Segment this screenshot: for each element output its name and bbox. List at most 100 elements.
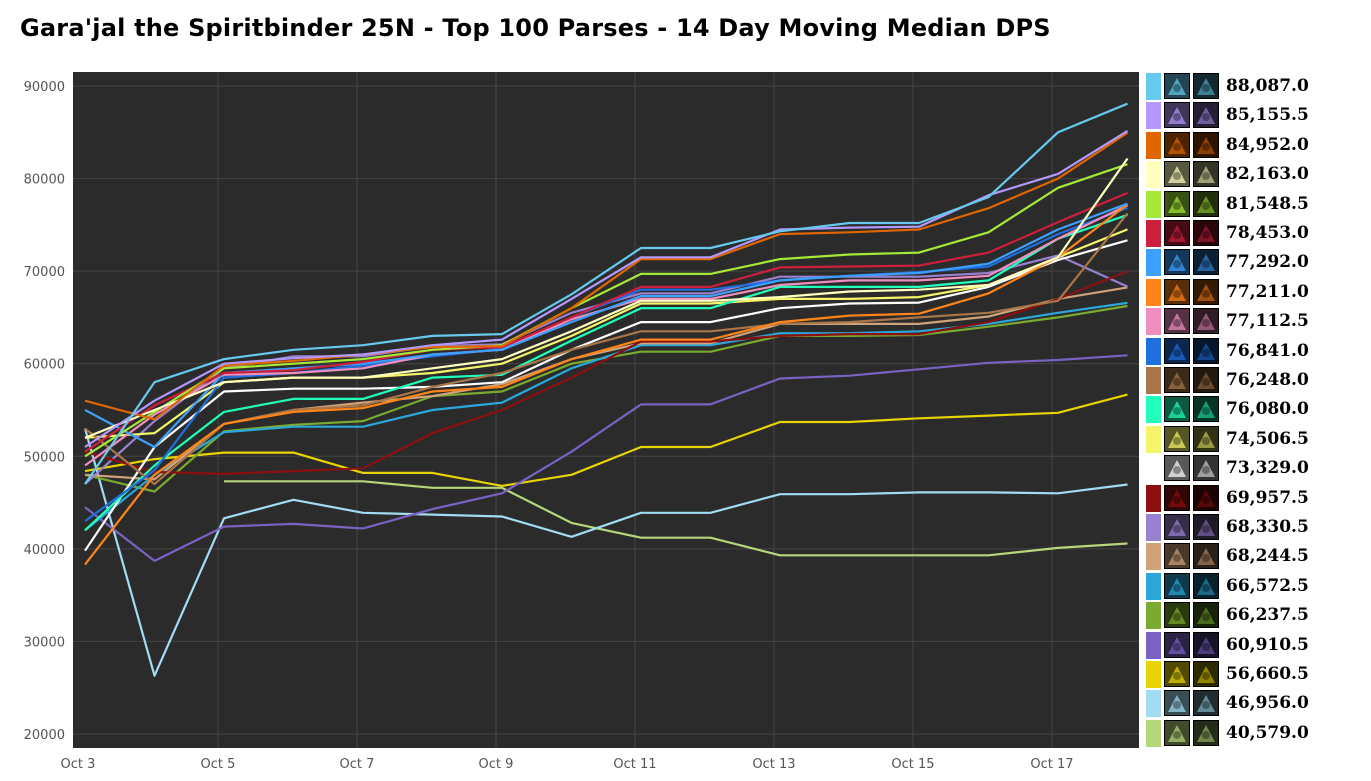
legend-item[interactable]: 60,910.5 — [1146, 631, 1366, 660]
legend-value: 46,956.0 — [1226, 693, 1309, 714]
legend-item[interactable]: 76,841.0 — [1146, 337, 1366, 366]
legend-swatch — [1146, 367, 1161, 394]
series-line[interactable] — [84, 213, 1128, 532]
legend-item[interactable]: 40,579.0 — [1146, 719, 1366, 748]
legend-value: 77,211.0 — [1226, 281, 1309, 302]
series-line[interactable] — [83, 428, 1128, 677]
class-icon — [1164, 484, 1190, 511]
legend-value: 74,506.5 — [1226, 428, 1309, 449]
x-tick-label: Oct 5 — [201, 757, 236, 772]
spec-icon — [1193, 484, 1219, 511]
legend-item[interactable]: 68,330.5 — [1146, 513, 1366, 542]
legend-item[interactable]: 77,211.0 — [1146, 278, 1366, 307]
spec-icon — [1193, 425, 1219, 452]
x-tick-label: Oct 13 — [752, 757, 795, 772]
line-chart: 20000 30000 40000 50000 60000 70000 80000 90000… — [24, 72, 1139, 772]
legend-value: 68,244.5 — [1226, 546, 1309, 567]
spec-icon — [1193, 131, 1219, 158]
spec-icon — [1193, 514, 1219, 540]
legend-swatch — [1146, 161, 1161, 189]
class-icon — [1164, 455, 1190, 482]
x-tick-label: Oct 3 — [61, 757, 96, 772]
class-icon — [1164, 367, 1190, 393]
legend-swatch — [1146, 690, 1161, 718]
class-icon — [1164, 278, 1190, 305]
spec-icon — [1193, 102, 1219, 129]
series-line[interactable] — [84, 354, 1128, 563]
legend-value: 66,572.5 — [1226, 575, 1309, 596]
legend-swatch — [1146, 131, 1161, 159]
legend-item[interactable]: 88,087.0 — [1146, 72, 1366, 101]
series-line[interactable] — [84, 102, 1128, 485]
spec-icon — [1193, 396, 1219, 423]
y-tick-label: 80000 — [24, 173, 65, 188]
y-tick-label: 20000 — [24, 728, 65, 743]
legend-item[interactable]: 77,112.5 — [1146, 307, 1366, 336]
y-tick-label: 60000 — [24, 358, 65, 373]
series-lines — [83, 102, 1129, 677]
legend-swatch — [1146, 249, 1161, 277]
series-line[interactable] — [224, 480, 1128, 557]
class-icon — [1164, 572, 1190, 599]
spec-icon — [1193, 161, 1219, 188]
legend-item[interactable]: 76,080.0 — [1146, 395, 1366, 424]
legend-value: 56,660.5 — [1226, 664, 1309, 684]
legend-value: 85,155.5 — [1226, 105, 1309, 126]
legend-value: 40,579.0 — [1226, 722, 1309, 743]
spec-icon — [1193, 249, 1219, 276]
spec-icon — [1193, 631, 1219, 658]
legend-swatch — [1146, 514, 1161, 541]
class-icon — [1164, 631, 1190, 658]
legend-item[interactable]: 77,292.0 — [1146, 248, 1366, 277]
series-line[interactable] — [84, 131, 1129, 421]
legend-item[interactable]: 76,248.0 — [1146, 366, 1366, 395]
legend-item[interactable]: 74,506.5 — [1146, 425, 1366, 454]
series-line[interactable] — [84, 239, 1128, 552]
series-line[interactable] — [84, 393, 1128, 487]
legend-item[interactable]: 78,453.0 — [1146, 219, 1366, 248]
class-icon — [1164, 543, 1190, 570]
legend-item[interactable]: 46,956.0 — [1146, 689, 1366, 718]
legend-swatch — [1146, 308, 1161, 336]
class-icon — [1164, 425, 1190, 452]
legend-value: 77,112.5 — [1226, 311, 1309, 332]
x-tick-label: Oct 9 — [479, 757, 514, 772]
legend-item[interactable]: 66,237.5 — [1146, 601, 1366, 630]
spec-icon — [1193, 455, 1219, 482]
class-icon — [1164, 190, 1190, 217]
spec-icon — [1193, 337, 1219, 364]
legend-item[interactable]: 84,952.0 — [1146, 131, 1366, 160]
legend-value: 68,330.5 — [1226, 517, 1309, 537]
legend-swatch — [1146, 455, 1161, 483]
class-icon — [1164, 73, 1190, 99]
plot-background — [73, 72, 1139, 748]
legend-swatch — [1146, 73, 1161, 100]
legend-swatch — [1146, 337, 1161, 365]
legend-item[interactable]: 68,244.5 — [1146, 542, 1366, 571]
series-line[interactable] — [84, 163, 1128, 458]
y-axis: 20000 30000 40000 50000 60000 70000 80000 90000 — [24, 80, 65, 743]
y-tick-label: 50000 — [24, 450, 65, 465]
legend-value: 69,957.5 — [1226, 487, 1309, 508]
class-icon — [1164, 719, 1190, 746]
legend-item[interactable]: 66,572.5 — [1146, 572, 1366, 601]
legend-item[interactable]: 69,957.5 — [1146, 484, 1366, 513]
legend-item[interactable]: 56,660.5 — [1146, 660, 1366, 689]
chart-title: Gara'jal the Spiritbinder 25N - Top 100 … — [20, 14, 1051, 42]
y-tick-label: 90000 — [24, 80, 65, 95]
spec-icon — [1193, 190, 1219, 217]
legend-item[interactable]: 82,163.0 — [1146, 160, 1366, 189]
spec-icon — [1193, 220, 1219, 246]
series-line[interactable] — [84, 157, 1129, 439]
series-line[interactable] — [84, 203, 1129, 566]
legend-item[interactable]: 73,329.0 — [1146, 454, 1366, 483]
spec-icon — [1193, 690, 1219, 717]
legend-value: 66,237.5 — [1226, 605, 1309, 626]
legend-item[interactable]: 81,548.5 — [1146, 190, 1366, 219]
legend-value: 78,453.0 — [1226, 223, 1309, 243]
series-line[interactable] — [84, 191, 1128, 453]
series-line[interactable] — [84, 270, 1128, 475]
legend-value: 84,952.0 — [1226, 134, 1309, 155]
legend-item[interactable]: 85,155.5 — [1146, 101, 1366, 130]
legend-swatch — [1146, 484, 1161, 512]
